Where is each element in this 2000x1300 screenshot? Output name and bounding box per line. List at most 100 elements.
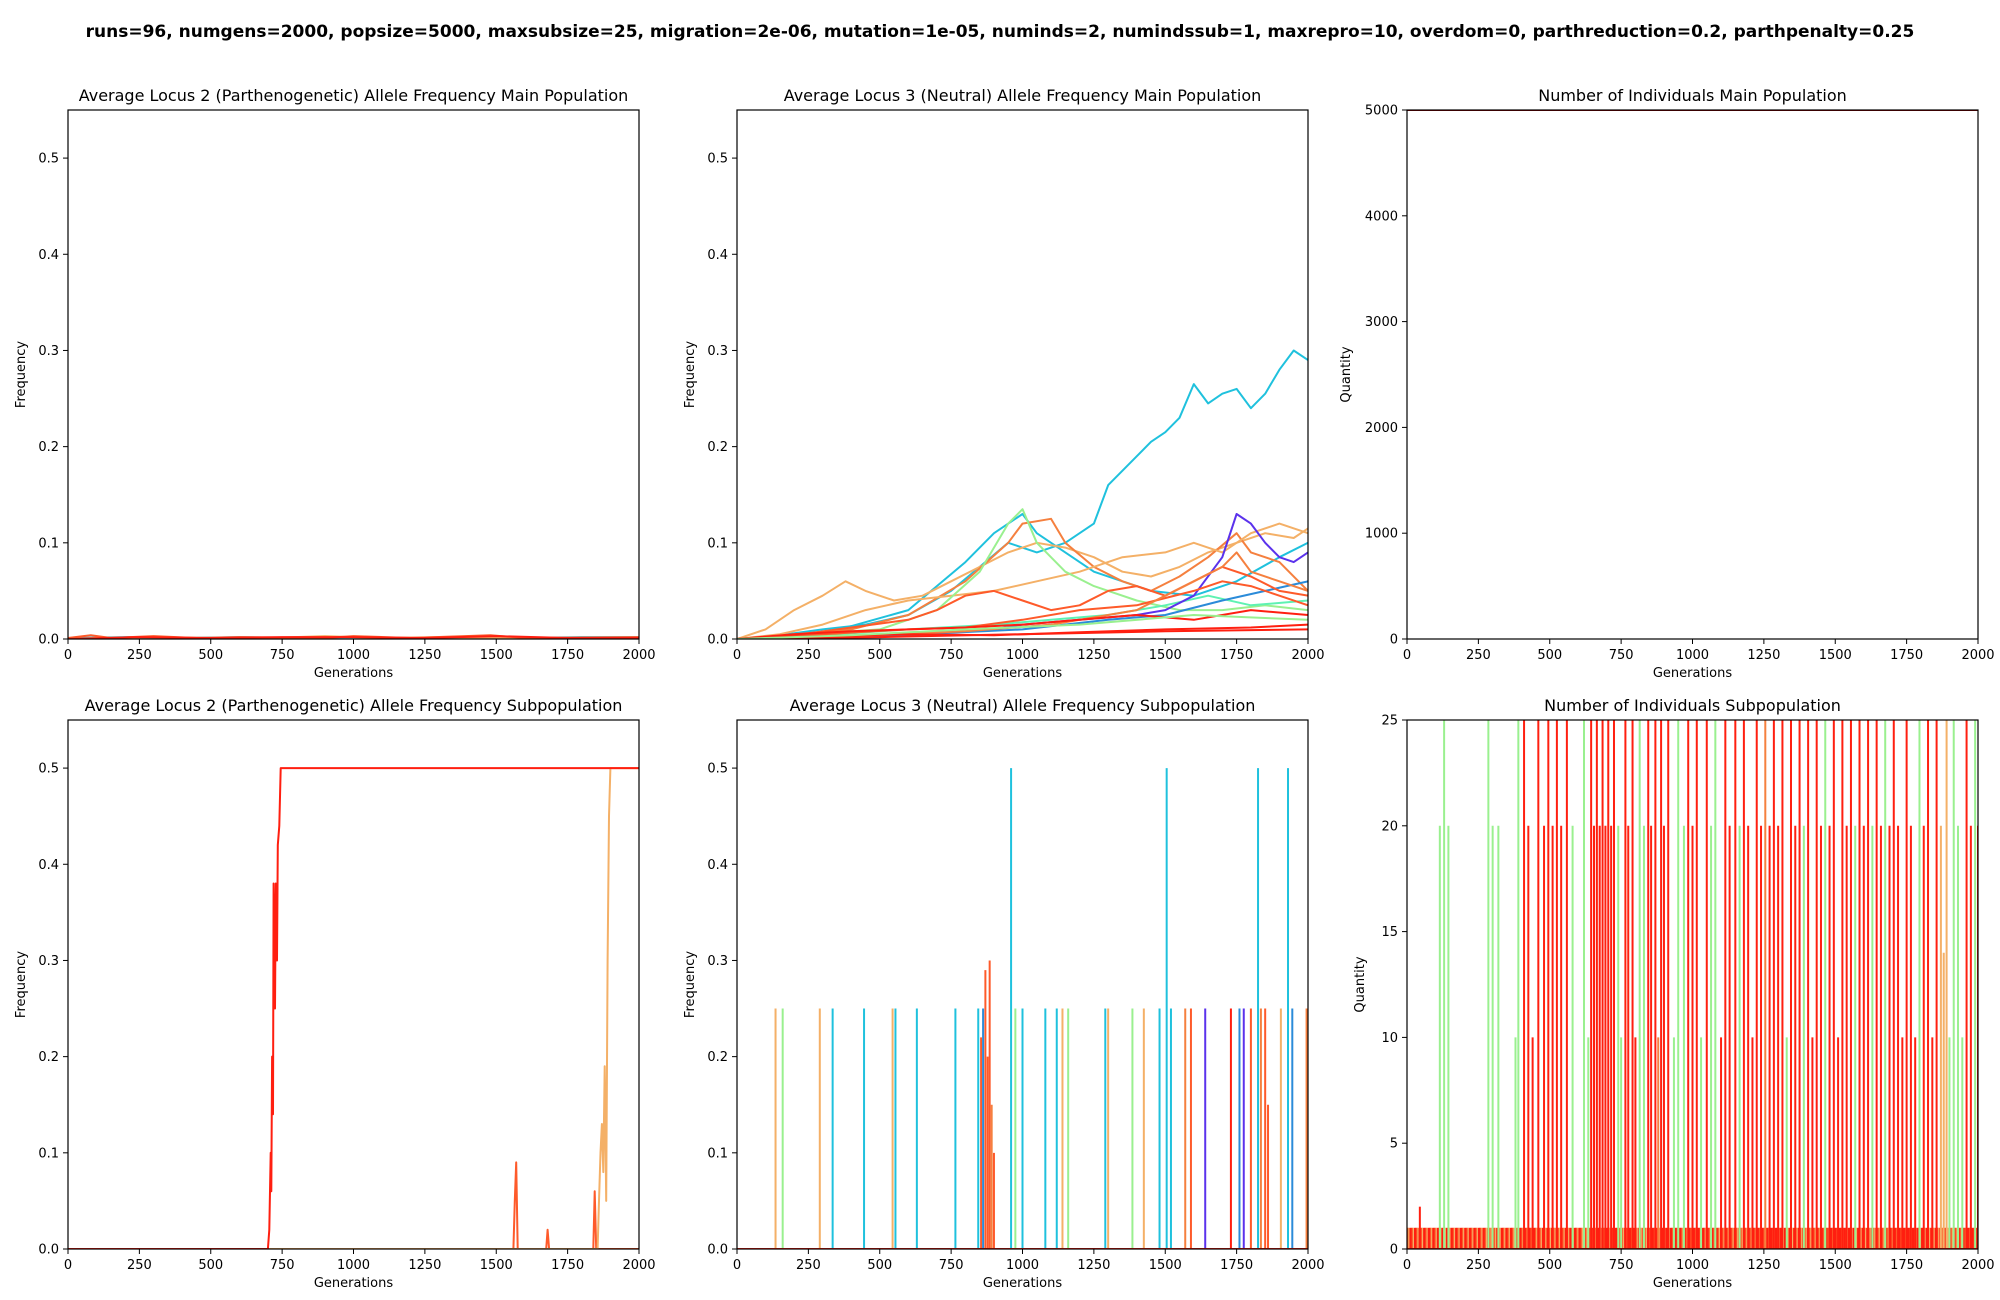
series-line-5	[737, 508, 1308, 639]
y-tick-label: 5000	[1365, 104, 1398, 119]
x-axis-label: Generations	[983, 1276, 1063, 1291]
x-tick-label: 250	[127, 648, 152, 663]
y-tick-label: 0.5	[707, 762, 728, 777]
x-tick-label: 1000	[1676, 648, 1709, 663]
x-tick-label: 2000	[1961, 1258, 1994, 1273]
x-tick-label: 750	[939, 648, 964, 663]
y-tick-label: 10	[1381, 1031, 1398, 1046]
x-tick-label: 500	[198, 648, 223, 663]
x-tick-label: 2000	[1291, 1258, 1324, 1273]
x-axis-label: Generations	[314, 1276, 394, 1291]
x-tick-label: 1750	[1890, 648, 1923, 663]
y-tick-label: 15	[1381, 925, 1398, 940]
y-tick-label: 0.0	[707, 1243, 728, 1258]
axes-frame	[1406, 109, 1979, 640]
x-tick-label: 1750	[551, 1258, 584, 1273]
x-tick-label: 1500	[480, 1258, 513, 1273]
chart-title: Average Locus 3 (Neutral) Allele Frequen…	[790, 696, 1256, 715]
chart-sub-locus3: 0 250 500 750 1000 1250 1500 1750 2000 0.0 0.1 0.2 0…	[683, 696, 1325, 1291]
x-tick-label: 1000	[1006, 1258, 1039, 1273]
plot-area	[737, 349, 1308, 639]
series-line-0	[68, 1161, 639, 1249]
x-tick-label: 1750	[1220, 1258, 1253, 1273]
chart-main-locus3: 0 250 500 750 1000 1250 1500 1750 2000 0.0 0.1 0.2 0…	[683, 86, 1325, 681]
x-tick-label: 250	[796, 1258, 821, 1273]
y-tick-label: 0.0	[707, 633, 728, 648]
x-tick-label: 2000	[622, 1258, 655, 1273]
x-tick-label: 0	[1403, 648, 1411, 663]
y-tick-label: 0.2	[38, 440, 59, 455]
y-tick-label: 0.1	[38, 1146, 59, 1161]
x-tick-label: 0	[1403, 1258, 1411, 1273]
x-tick-label: 1250	[1077, 648, 1110, 663]
y-tick-label: 0.2	[707, 440, 728, 455]
x-axis-label: Generations	[314, 666, 394, 681]
series-line-4	[737, 522, 1308, 639]
y-tick-label: 0.2	[38, 1050, 59, 1065]
axes-frame	[67, 109, 640, 640]
y-tick-label: 0	[1390, 633, 1398, 648]
x-tick-label: 0	[733, 648, 741, 663]
y-tick-label: 0.0	[38, 1243, 59, 1258]
y-tick-label: 5	[1390, 1137, 1398, 1152]
x-tick-label: 1250	[1747, 1258, 1780, 1273]
y-axis-label: Frequency	[683, 951, 698, 1018]
y-tick-label: 0.4	[707, 248, 728, 263]
y-tick-label: 0.3	[38, 344, 59, 359]
x-tick-label: 1750	[1890, 1258, 1923, 1273]
x-tick-label: 1250	[1077, 1258, 1110, 1273]
plot-area	[68, 767, 639, 1249]
y-tick-label: 0.3	[707, 344, 728, 359]
y-axis-label: Quantity	[1353, 956, 1368, 1012]
chart-sub-locus2: 0 250 500 750 1000 1250 1500 1750 2000 0.0 0.1 0.2 0…	[14, 696, 656, 1291]
series-line-2	[68, 767, 639, 1249]
plot-area	[1407, 720, 1978, 1249]
y-tick-label: 0.4	[707, 858, 728, 873]
x-tick-label: 250	[796, 648, 821, 663]
x-tick-label: 2000	[1961, 648, 1994, 663]
y-axis-label: Frequency	[14, 951, 29, 1018]
chart-title: Average Locus 2 (Parthenogenetic) Allele…	[85, 696, 623, 715]
y-tick-label: 0.5	[38, 762, 59, 777]
x-tick-label: 1250	[408, 1258, 441, 1273]
x-tick-label: 1500	[1149, 1258, 1182, 1273]
series-line-3	[68, 635, 639, 639]
figure-suptitle: runs=96, numgens=2000, popsize=5000, max…	[85, 22, 1915, 42]
axes-frame	[67, 719, 640, 1250]
x-tick-label: 1250	[408, 648, 441, 663]
x-tick-label: 1500	[1819, 1258, 1852, 1273]
x-tick-label: 1000	[1676, 1258, 1709, 1273]
x-tick-label: 1500	[1149, 648, 1182, 663]
y-tick-label: 3000	[1365, 315, 1398, 330]
x-tick-label: 250	[127, 1258, 152, 1273]
series-line-3	[737, 517, 1308, 639]
x-tick-label: 1000	[337, 1258, 370, 1273]
x-tick-label: 500	[1537, 648, 1562, 663]
plot-area	[737, 768, 1308, 1249]
y-tick-label: 0.5	[707, 152, 728, 167]
x-tick-label: 0	[733, 1258, 741, 1273]
y-tick-label: 0.3	[38, 954, 59, 969]
chart-title: Average Locus 2 (Parthenogenetic) Allele…	[79, 86, 629, 105]
axes-frame	[736, 109, 1309, 640]
y-tick-label: 25	[1381, 714, 1398, 729]
plot-area	[68, 634, 639, 639]
y-tick-label: 0.5	[38, 152, 59, 167]
series-line-2	[737, 527, 1308, 639]
y-tick-label: 1000	[1365, 527, 1398, 542]
x-axis-label: Generations	[1653, 1276, 1733, 1291]
x-tick-label: 1500	[480, 648, 513, 663]
x-tick-label: 1000	[1006, 648, 1039, 663]
x-tick-label: 1000	[337, 648, 370, 663]
x-tick-label: 500	[1537, 1258, 1562, 1273]
x-tick-label: 0	[64, 1258, 72, 1273]
x-tick-label: 2000	[622, 648, 655, 663]
x-tick-label: 750	[1609, 648, 1634, 663]
chart-title: Number of Individuals Main Population	[1538, 86, 1847, 105]
x-tick-label: 750	[939, 1258, 964, 1273]
x-tick-label: 1750	[1220, 648, 1253, 663]
y-tick-label: 0.1	[38, 536, 59, 551]
y-tick-label: 0.4	[38, 248, 59, 263]
x-tick-label: 500	[198, 1258, 223, 1273]
